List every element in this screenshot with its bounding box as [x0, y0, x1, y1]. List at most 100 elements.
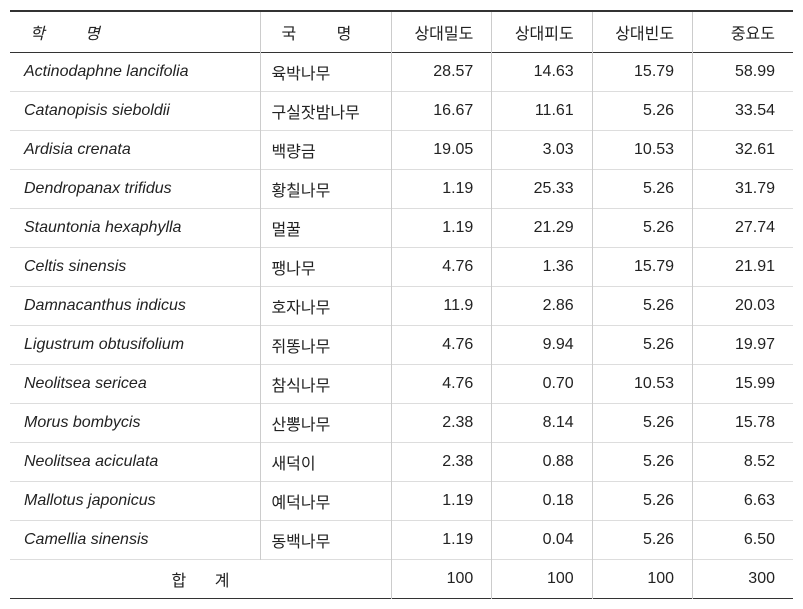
cell-scientific-name: Stauntonia hexaphylla	[10, 209, 261, 248]
table-row: Neolitsea aciculata새덕이2.380.885.268.52	[10, 443, 793, 482]
header-importance: 중요도	[693, 11, 793, 53]
cell-value: 14.63	[492, 53, 592, 92]
cell-value: 5.26	[592, 209, 692, 248]
cell-korean-name: 산뽕나무	[261, 404, 392, 443]
cell-korean-name: 참식나무	[261, 365, 392, 404]
cell-korean-name: 육박나무	[261, 53, 392, 92]
total-label: 합 계	[10, 560, 391, 599]
cell-value: 5.26	[592, 404, 692, 443]
cell-value: 21.29	[492, 209, 592, 248]
cell-value: 5.26	[592, 326, 692, 365]
cell-value: 15.78	[693, 404, 793, 443]
cell-value: 15.79	[592, 53, 692, 92]
cell-value: 0.18	[492, 482, 592, 521]
cell-korean-name: 멀꿀	[261, 209, 392, 248]
cell-value: 19.05	[391, 131, 491, 170]
species-table: 학 명 국 명 상대밀도 상대피도 상대빈도 중요도 Actinodaphne …	[10, 10, 793, 599]
cell-korean-name: 호자나무	[261, 287, 392, 326]
cell-value: 25.33	[492, 170, 592, 209]
cell-korean-name: 예덕나무	[261, 482, 392, 521]
table-row: Catanopisis sieboldii구실잣밤나무16.6711.615.2…	[10, 92, 793, 131]
total-value: 100	[592, 560, 692, 599]
total-row: 합 계100100100300	[10, 560, 793, 599]
cell-scientific-name: Actinodaphne lancifolia	[10, 53, 261, 92]
table-row: Actinodaphne lancifolia육박나무28.5714.6315.…	[10, 53, 793, 92]
cell-value: 16.67	[391, 92, 491, 131]
cell-value: 3.03	[492, 131, 592, 170]
cell-value: 5.26	[592, 92, 692, 131]
cell-value: 5.26	[592, 170, 692, 209]
cell-value: 5.26	[592, 521, 692, 560]
cell-value: 27.74	[693, 209, 793, 248]
cell-value: 4.76	[391, 248, 491, 287]
cell-value: 1.19	[391, 209, 491, 248]
total-value: 100	[492, 560, 592, 599]
cell-value: 8.52	[693, 443, 793, 482]
cell-value: 11.9	[391, 287, 491, 326]
table-row: Ligustrum obtusifolium쥐똥나무4.769.945.2619…	[10, 326, 793, 365]
cell-korean-name: 구실잣밤나무	[261, 92, 392, 131]
table-row: Celtis sinensis팽나무4.761.3615.7921.91	[10, 248, 793, 287]
cell-scientific-name: Ligustrum obtusifolium	[10, 326, 261, 365]
cell-value: 32.61	[693, 131, 793, 170]
cell-scientific-name: Celtis sinensis	[10, 248, 261, 287]
cell-value: 9.94	[492, 326, 592, 365]
table-row: Mallotus japonicus예덕나무1.190.185.266.63	[10, 482, 793, 521]
cell-korean-name: 황칠나무	[261, 170, 392, 209]
cell-value: 33.54	[693, 92, 793, 131]
total-value: 100	[391, 560, 491, 599]
table-row: Damnacanthus indicus호자나무11.92.865.2620.0…	[10, 287, 793, 326]
cell-korean-name: 쥐똥나무	[261, 326, 392, 365]
cell-value: 10.53	[592, 365, 692, 404]
cell-value: 5.26	[592, 287, 692, 326]
cell-korean-name: 동백나무	[261, 521, 392, 560]
cell-value: 5.26	[592, 443, 692, 482]
header-scientific-name: 학 명	[10, 11, 261, 53]
cell-value: 10.53	[592, 131, 692, 170]
cell-value: 11.61	[492, 92, 592, 131]
cell-scientific-name: Camellia sinensis	[10, 521, 261, 560]
header-relative-density: 상대밀도	[391, 11, 491, 53]
total-value: 300	[693, 560, 793, 599]
cell-value: 1.19	[391, 170, 491, 209]
cell-scientific-name: Neolitsea sericea	[10, 365, 261, 404]
cell-value: 31.79	[693, 170, 793, 209]
cell-value: 5.26	[592, 482, 692, 521]
table-row: Camellia sinensis동백나무1.190.045.266.50	[10, 521, 793, 560]
header-relative-frequency: 상대빈도	[592, 11, 692, 53]
cell-value: 8.14	[492, 404, 592, 443]
table-row: Dendropanax trifidus황칠나무1.1925.335.2631.…	[10, 170, 793, 209]
cell-value: 15.99	[693, 365, 793, 404]
cell-scientific-name: Damnacanthus indicus	[10, 287, 261, 326]
table-row: Stauntonia hexaphylla멀꿀1.1921.295.2627.7…	[10, 209, 793, 248]
table-row: Neolitsea sericea참식나무4.760.7010.5315.99	[10, 365, 793, 404]
cell-value: 20.03	[693, 287, 793, 326]
cell-korean-name: 백량금	[261, 131, 392, 170]
cell-value: 2.38	[391, 404, 491, 443]
cell-value: 6.50	[693, 521, 793, 560]
cell-scientific-name: Ardisia crenata	[10, 131, 261, 170]
cell-value: 6.63	[693, 482, 793, 521]
cell-value: 15.79	[592, 248, 692, 287]
cell-scientific-name: Dendropanax trifidus	[10, 170, 261, 209]
header-relative-coverage: 상대피도	[492, 11, 592, 53]
cell-scientific-name: Mallotus japonicus	[10, 482, 261, 521]
table-row: Morus bombycis산뽕나무2.388.145.2615.78	[10, 404, 793, 443]
cell-value: 4.76	[391, 365, 491, 404]
cell-value: 21.91	[693, 248, 793, 287]
header-row: 학 명 국 명 상대밀도 상대피도 상대빈도 중요도	[10, 11, 793, 53]
table-row: Ardisia crenata백량금19.053.0310.5332.61	[10, 131, 793, 170]
cell-value: 1.19	[391, 482, 491, 521]
cell-scientific-name: Catanopisis sieboldii	[10, 92, 261, 131]
cell-value: 0.88	[492, 443, 592, 482]
cell-value: 2.38	[391, 443, 491, 482]
cell-value: 2.86	[492, 287, 592, 326]
cell-value: 19.97	[693, 326, 793, 365]
cell-scientific-name: Neolitsea aciculata	[10, 443, 261, 482]
cell-value: 1.36	[492, 248, 592, 287]
cell-scientific-name: Morus bombycis	[10, 404, 261, 443]
cell-korean-name: 새덕이	[261, 443, 392, 482]
cell-value: 58.99	[693, 53, 793, 92]
cell-value: 4.76	[391, 326, 491, 365]
cell-korean-name: 팽나무	[261, 248, 392, 287]
